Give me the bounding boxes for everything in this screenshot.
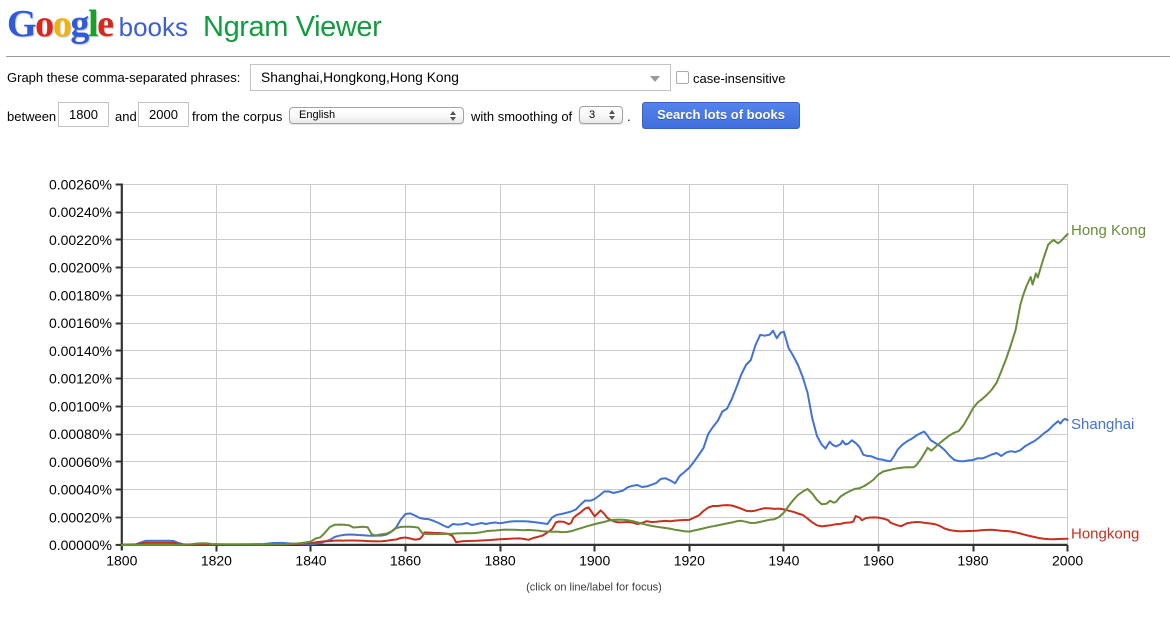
svg-text:0.00060%: 0.00060% [49, 454, 112, 470]
svg-text:1940: 1940 [768, 553, 799, 569]
svg-text:0.00240%: 0.00240% [49, 204, 112, 220]
svg-text:0.00140%: 0.00140% [49, 343, 112, 359]
svg-text:1900: 1900 [579, 553, 610, 569]
svg-text:0.00040%: 0.00040% [49, 482, 112, 498]
svg-text:1840: 1840 [295, 553, 326, 569]
svg-text:1860: 1860 [390, 553, 421, 569]
svg-text:0.00120%: 0.00120% [49, 371, 112, 387]
svg-text:0.00020%: 0.00020% [49, 509, 112, 525]
svg-text:Shanghai: Shanghai [1071, 416, 1134, 433]
svg-text:(click on line/label for focus: (click on line/label for focus) [526, 582, 662, 594]
svg-text:1920: 1920 [674, 553, 705, 569]
svg-text:1960: 1960 [863, 553, 894, 569]
svg-text:1880: 1880 [485, 553, 516, 569]
svg-text:0.00160%: 0.00160% [49, 315, 112, 331]
svg-text:1980: 1980 [957, 553, 988, 569]
svg-text:0.00220%: 0.00220% [49, 232, 112, 248]
svg-text:1800: 1800 [106, 553, 137, 569]
svg-text:0.00180%: 0.00180% [49, 287, 112, 303]
svg-text:2000: 2000 [1052, 553, 1083, 569]
svg-text:0.00260%: 0.00260% [49, 177, 112, 193]
svg-text:0.00200%: 0.00200% [49, 260, 112, 276]
svg-text:0.00100%: 0.00100% [49, 398, 112, 414]
svg-text:0.00080%: 0.00080% [49, 426, 112, 442]
svg-text:Hong Kong: Hong Kong [1071, 222, 1146, 239]
svg-text:0.00000%: 0.00000% [49, 537, 112, 553]
svg-text:1820: 1820 [201, 553, 232, 569]
svg-text:Hongkong: Hongkong [1071, 526, 1139, 543]
